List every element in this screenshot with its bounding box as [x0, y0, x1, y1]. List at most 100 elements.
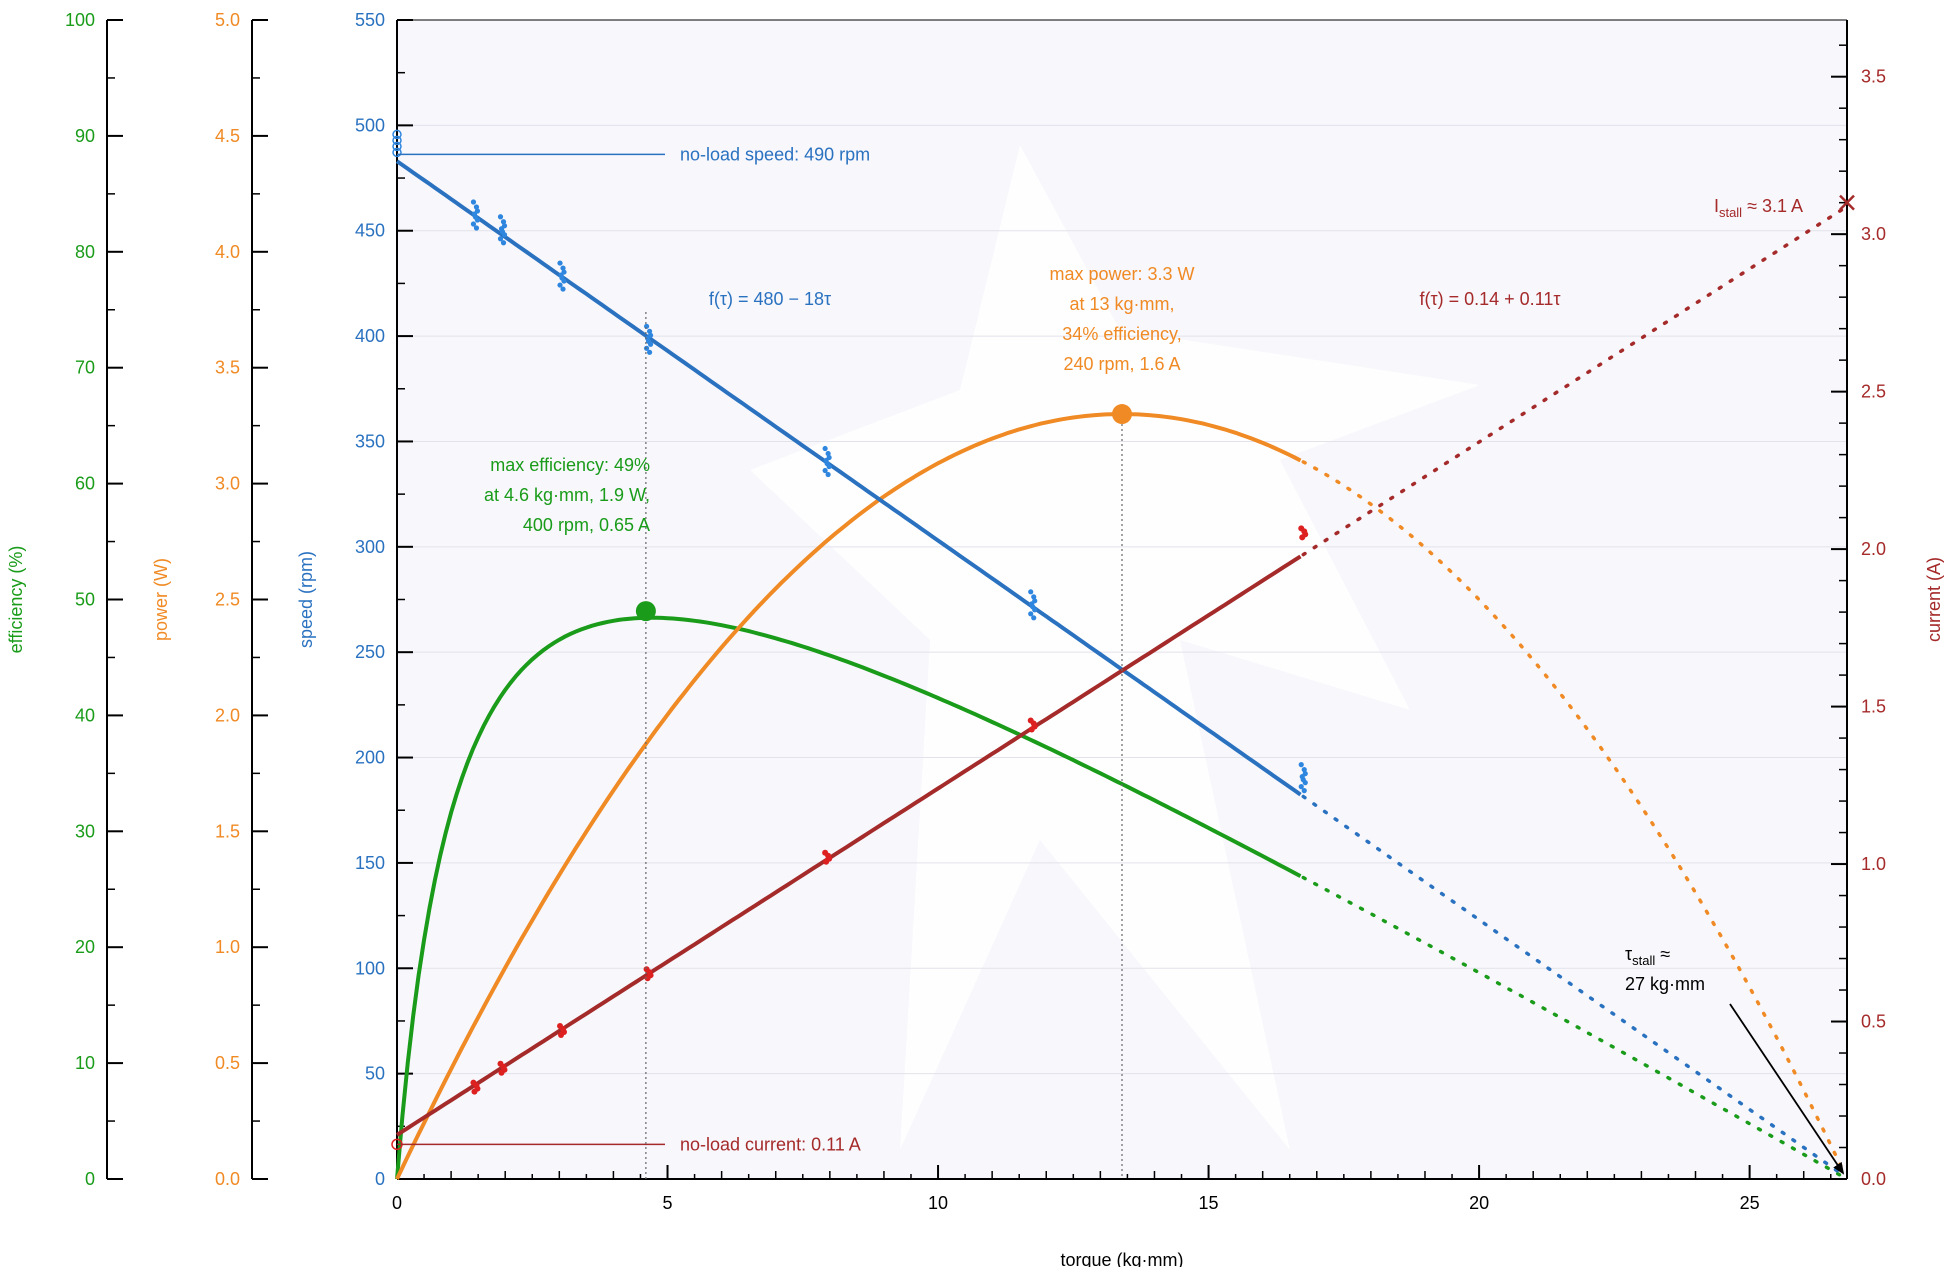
speed-point — [1298, 784, 1304, 790]
current-tick-label: 2.5 — [1861, 382, 1886, 402]
speed-point — [501, 232, 508, 238]
current-point — [1028, 726, 1035, 733]
speed-point — [497, 236, 504, 242]
speed-point — [825, 471, 831, 478]
efficiency-tick-label: 10 — [75, 1053, 95, 1073]
stall-torque-arrow — [1729, 1003, 1845, 1175]
current-fit-label: f(τ) = 0.14 + 0.11τ — [1420, 289, 1561, 309]
power-tick-label: 0.0 — [215, 1169, 240, 1189]
speed-point — [1031, 594, 1037, 600]
power-curve — [395, 412, 1302, 1180]
efficiency-tick-label: 50 — [75, 590, 95, 610]
speed-point — [392, 129, 402, 140]
speed-tick-label: 200 — [355, 748, 385, 768]
speed-tick-label: 150 — [355, 853, 385, 873]
speed-point — [822, 445, 828, 452]
power-tick-label: 1.0 — [215, 937, 240, 957]
power-tick-label: 3.5 — [215, 358, 240, 378]
speed-point — [497, 214, 504, 220]
speed-point — [1301, 767, 1307, 773]
max-efficiency-label: max efficiency: 49% — [490, 455, 650, 475]
current-tick-label: 1.5 — [1861, 697, 1886, 717]
speed-point — [826, 463, 832, 470]
current-point — [1299, 534, 1306, 541]
efficiency-tick-label: 100 — [65, 10, 95, 30]
current-point — [644, 975, 651, 982]
speed-point — [1028, 611, 1034, 617]
current-tick-label: 3.5 — [1861, 67, 1886, 87]
speed-point — [647, 341, 654, 347]
efficiency-tick-label: 0 — [85, 1169, 95, 1189]
speed-point — [500, 219, 507, 225]
max-efficiency-label: at 4.6 kg·mm, 1.9 W, — [484, 485, 650, 505]
speed-point — [1028, 589, 1034, 595]
speed-point — [825, 450, 831, 457]
current-tick-label: 2.0 — [1861, 539, 1886, 559]
speed-point — [1298, 762, 1304, 768]
speed-point — [392, 141, 402, 152]
x-tick-label: 5 — [663, 1193, 673, 1213]
current-tick-label: 1.0 — [1861, 854, 1886, 874]
max-power-label: 34% efficiency, — [1062, 324, 1181, 344]
speed-point — [1302, 780, 1308, 786]
speed-tick-label: 550 — [355, 10, 385, 30]
x-tick-label: 15 — [1199, 1193, 1219, 1213]
grid-lines — [397, 19, 1847, 1075]
current-tick-label: 3.0 — [1861, 224, 1886, 244]
current-point — [471, 1088, 478, 1095]
max-efficiency-label: 400 rpm, 0.65 A — [523, 515, 650, 535]
speed-tick-label: 100 — [355, 958, 385, 978]
power-tick-label: 3.0 — [215, 474, 240, 494]
current-tick-label: 0.0 — [1861, 1169, 1886, 1189]
x-axis-label: torque (kg·mm) — [1060, 1250, 1183, 1267]
speed-point — [392, 147, 402, 158]
speed-tick-label: 50 — [365, 1064, 385, 1084]
speed-tick-label: 350 — [355, 431, 385, 451]
no-load-speed-label: no-load speed: 490 rpm — [680, 144, 870, 164]
speed-point — [557, 260, 563, 266]
speed-point — [1032, 607, 1038, 613]
current-axis-label: current (A) — [1924, 557, 1944, 642]
power-tick-label: 1.5 — [215, 821, 240, 841]
x-tick-label: 20 — [1469, 1193, 1489, 1213]
power-tick-label: 5.0 — [215, 10, 240, 30]
max-power-label: max power: 3.3 W — [1049, 264, 1194, 284]
stall-current-label: Istall ≈ 3.1 A — [1714, 196, 1803, 220]
stall-torque-label: τstall ≈ — [1625, 944, 1670, 968]
speed-point — [646, 328, 653, 334]
efficiency-tick-label: 80 — [75, 242, 95, 262]
efficiency-tick-label: 20 — [75, 937, 95, 957]
current-curve — [395, 554, 1302, 1137]
series — [391, 129, 1847, 1180]
x-tick-label: 0 — [392, 1193, 402, 1213]
speed-tick-label: 300 — [355, 537, 385, 557]
speed-point — [560, 286, 566, 292]
current-point — [498, 1069, 505, 1076]
speed-point — [646, 349, 653, 355]
current-extrapolation — [1301, 206, 1847, 557]
efficiency-tick-label: 90 — [75, 126, 95, 146]
max-efficiency-marker — [635, 601, 656, 622]
power-tick-label: 4.0 — [215, 242, 240, 262]
efficiency-tick-label: 60 — [75, 474, 95, 494]
efficiency-tick-label: 70 — [75, 358, 95, 378]
speed-point — [473, 225, 480, 231]
speed-point — [474, 217, 481, 223]
speed-tick-label: 400 — [355, 326, 385, 346]
speed-tick-label: 250 — [355, 642, 385, 662]
speed-tick-label: 0 — [375, 1169, 385, 1189]
x-tick-label: 25 — [1740, 1193, 1760, 1213]
no-load-current-label: no-load current: 0.11 A — [680, 1134, 861, 1154]
speed-point — [392, 135, 402, 146]
current-point — [558, 1031, 565, 1038]
speed-point — [1301, 788, 1307, 794]
current-point — [823, 858, 830, 865]
speed-point — [560, 265, 566, 271]
power-tick-label: 0.5 — [215, 1053, 240, 1073]
max-power-marker — [1112, 404, 1132, 425]
speed-curve — [395, 159, 1302, 797]
speed-axis-label: speed (rpm) — [296, 551, 316, 648]
speed-point — [470, 221, 477, 227]
